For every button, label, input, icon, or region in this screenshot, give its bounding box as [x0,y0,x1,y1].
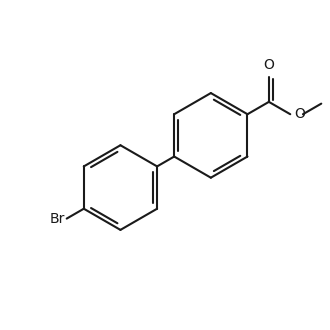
Text: O: O [263,57,274,72]
Text: Br: Br [49,212,65,226]
Text: O: O [294,107,305,121]
